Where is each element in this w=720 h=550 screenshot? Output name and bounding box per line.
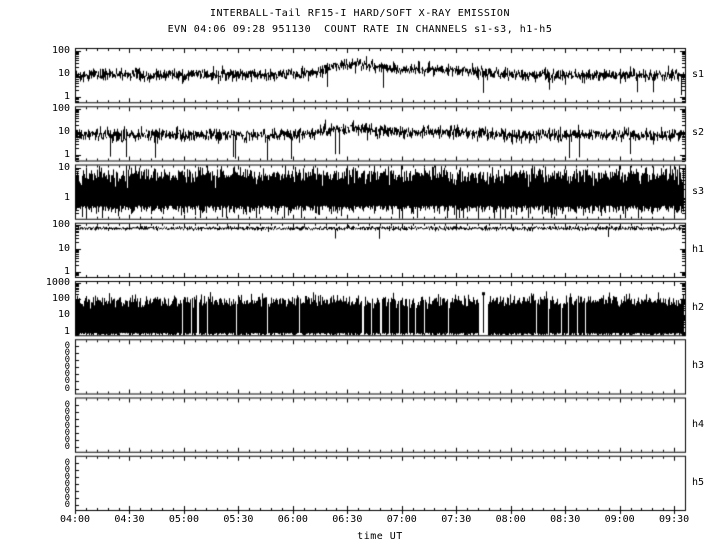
y-tick-label: 0 (64, 348, 70, 359)
panel-label-h4: h4 (692, 418, 705, 430)
y-tick-label: 100 (51, 293, 70, 304)
y-tick-label: 0 (64, 441, 70, 452)
y-tick-label: 0 (64, 434, 70, 445)
y-tick-label: 0 (64, 464, 70, 475)
y-tick-label: 0 (64, 399, 70, 410)
x-axis-label: time UT (357, 531, 403, 542)
x-tick-label: 05:00 (168, 514, 199, 525)
chart-subtitle: EVN 04:06 09:28 951130 COUNT RATE IN CHA… (167, 24, 553, 35)
y-tick-label: 10 (57, 162, 70, 173)
panel-label-h5: h5 (692, 476, 705, 488)
y-tick-label: 0 (64, 500, 70, 510)
x-tick-label: 09:30 (659, 514, 690, 525)
y-tick-label: 0 (64, 341, 70, 352)
x-tick-label: 07:00 (386, 514, 417, 525)
y-tick-label: 0 (64, 369, 70, 380)
x-tick-label: 07:30 (441, 514, 472, 525)
y-tick-label: 100 (51, 219, 70, 230)
panel-label-h2: h2 (692, 302, 705, 314)
y-tick-label: 0 (64, 383, 70, 394)
panel-label-h1: h1 (692, 243, 705, 255)
y-tick-label: 1 (63, 91, 70, 102)
x-tick-label: 05:30 (223, 514, 254, 525)
panel-label-s2: s2 (692, 127, 705, 139)
x-tick-label: 09:00 (604, 514, 635, 525)
x-tick-label: 06:30 (332, 514, 363, 525)
chart-title: INTERBALL-Tail RF15-I HARD/SOFT X-RAY EM… (210, 8, 510, 19)
x-tick-label: 08:00 (495, 514, 526, 525)
y-tick-label: 0 (64, 457, 70, 468)
y-tick-label: 0 (64, 420, 70, 431)
x-tick-label: 06:00 (277, 514, 308, 525)
y-tick-label: 1 (63, 149, 70, 160)
y-tick-label: 0 (64, 413, 70, 424)
panel-label-s3: s3 (692, 185, 705, 197)
y-tick-label: 1 (63, 266, 70, 277)
y-tick-label: 1 (63, 192, 70, 203)
y-tick-label: 10 (57, 309, 70, 320)
y-tick-label: 0 (64, 362, 70, 373)
y-tick-label: 0 (64, 427, 70, 438)
y-tick-label: 10 (57, 68, 70, 79)
y-tick-label: 0 (64, 355, 70, 366)
panel-label-s1: s1 (692, 69, 705, 81)
x-tick-label: 04:30 (114, 514, 145, 525)
y-tick-label: 100 (51, 103, 70, 114)
y-tick-label: 10 (57, 243, 70, 254)
y-tick-label: 0 (64, 478, 70, 489)
y-tick-label: 0 (64, 485, 70, 496)
y-tick-label: 1000 (45, 277, 70, 288)
y-tick-label: 0 (64, 492, 70, 503)
y-tick-label: 0 (64, 376, 70, 387)
y-tick-label: 0 (64, 471, 70, 482)
x-tick-label: 08:30 (550, 514, 581, 525)
panel-label-h3: h3 (692, 360, 705, 372)
x-tick-label: 04:00 (59, 514, 91, 525)
y-tick-label: 1 (63, 326, 70, 337)
y-tick-label: 100 (51, 45, 70, 56)
y-tick-label: 10 (57, 126, 70, 137)
y-tick-label: 0 (64, 406, 70, 417)
